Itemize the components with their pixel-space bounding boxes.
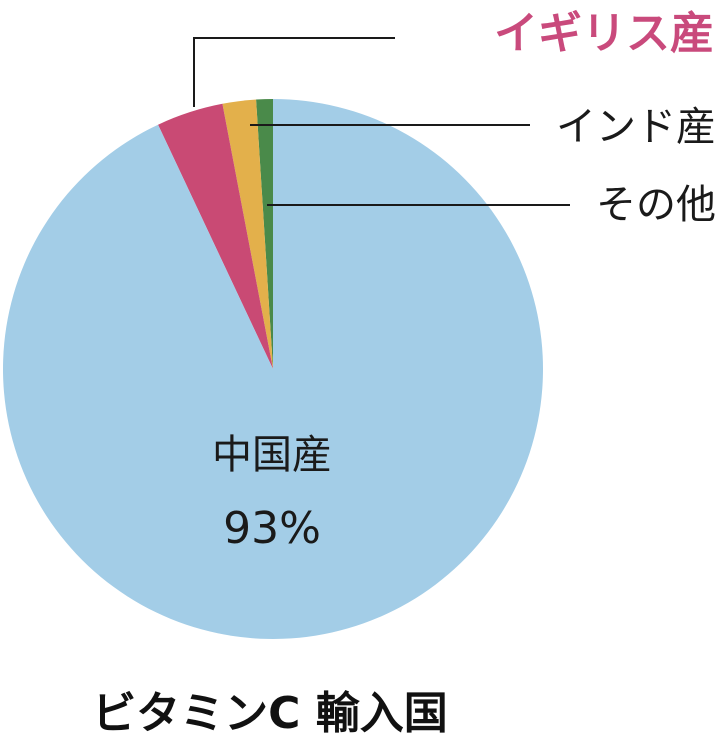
slice-other bbox=[256, 99, 273, 369]
slice-label-other: その他 bbox=[596, 182, 716, 228]
pie-slices bbox=[2, 99, 543, 639]
chart-title: ビタミンC 輸入国 bbox=[92, 688, 448, 739]
leader-line-uk bbox=[193, 37, 395, 107]
slice-uk bbox=[158, 103, 273, 369]
slice-label-uk: イギリス産 bbox=[494, 8, 714, 59]
slice-label-india: インド産 bbox=[556, 104, 716, 150]
slice-china bbox=[2, 99, 543, 639]
slice-value-china: 93% bbox=[223, 503, 321, 554]
slice-india bbox=[222, 99, 273, 370]
slice-label-china: 中国産 bbox=[212, 432, 332, 478]
